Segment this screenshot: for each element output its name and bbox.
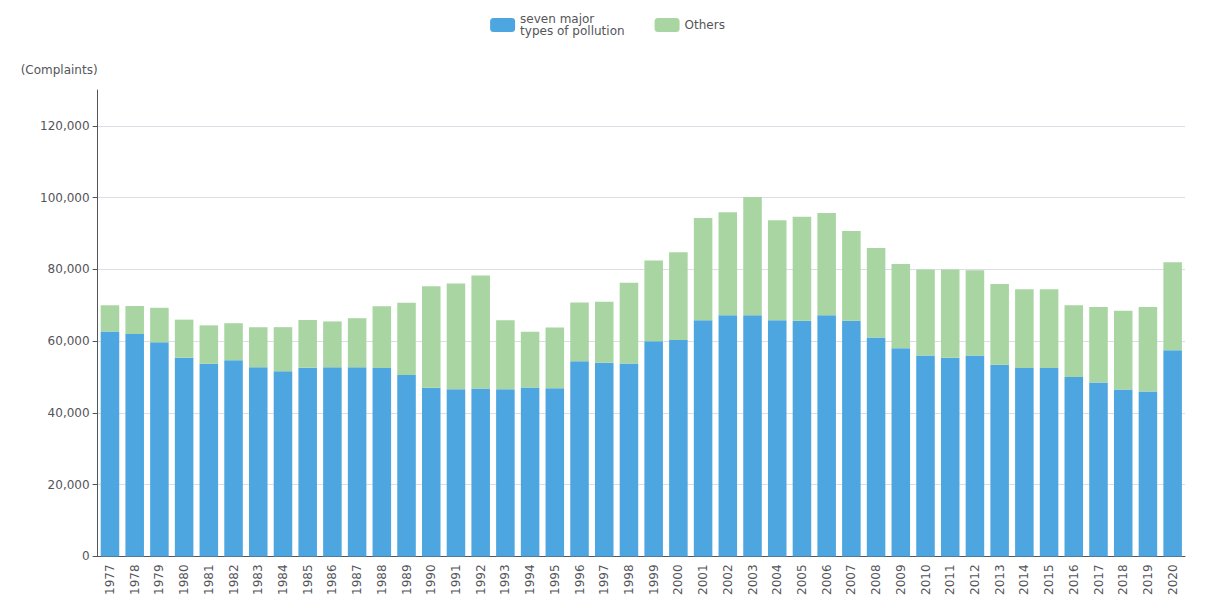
svg-text:seven major: seven major	[520, 12, 595, 26]
svg-text:1994: 1994	[523, 564, 537, 595]
svg-text:1983: 1983	[251, 564, 265, 595]
svg-text:1995: 1995	[548, 564, 562, 595]
svg-text:0: 0	[82, 549, 90, 563]
svg-text:2005: 2005	[795, 564, 809, 595]
svg-text:2013: 2013	[993, 564, 1007, 595]
svg-text:1991: 1991	[449, 564, 463, 595]
svg-text:2007: 2007	[844, 564, 858, 595]
svg-text:1997: 1997	[597, 564, 611, 595]
svg-text:1999: 1999	[647, 564, 661, 595]
svg-text:2009: 2009	[894, 564, 908, 595]
svg-text:1980: 1980	[177, 564, 191, 595]
svg-text:1982: 1982	[227, 564, 241, 595]
svg-text:types of pollution: types of pollution	[520, 24, 624, 38]
svg-text:2017: 2017	[1092, 564, 1106, 595]
svg-text:100,000: 100,000	[40, 191, 90, 205]
svg-text:2008: 2008	[869, 564, 883, 595]
svg-text:2020: 2020	[1166, 564, 1180, 595]
svg-text:1979: 1979	[152, 564, 166, 595]
svg-text:2016: 2016	[1067, 564, 1081, 595]
svg-text:2001: 2001	[696, 564, 710, 595]
svg-text:1990: 1990	[424, 564, 438, 595]
svg-text:2014: 2014	[1017, 564, 1031, 595]
svg-text:(Complaints): (Complaints)	[21, 63, 98, 77]
svg-text:1986: 1986	[325, 564, 339, 595]
svg-text:1987: 1987	[350, 564, 364, 595]
svg-text:2004: 2004	[770, 564, 784, 595]
svg-text:60,000: 60,000	[48, 334, 90, 348]
svg-text:1978: 1978	[128, 564, 142, 595]
svg-text:120,000: 120,000	[40, 119, 90, 133]
svg-text:1993: 1993	[498, 564, 512, 595]
svg-text:2018: 2018	[1116, 564, 1130, 595]
svg-text:2011: 2011	[943, 564, 957, 595]
svg-text:1984: 1984	[276, 564, 290, 595]
svg-text:40,000: 40,000	[48, 406, 90, 420]
svg-text:2012: 2012	[968, 564, 982, 595]
svg-text:1989: 1989	[400, 564, 414, 595]
svg-text:2003: 2003	[746, 564, 760, 595]
svg-text:1996: 1996	[573, 564, 587, 595]
svg-text:2015: 2015	[1042, 564, 1056, 595]
svg-text:2000: 2000	[671, 564, 685, 595]
svg-text:2019: 2019	[1141, 564, 1155, 595]
svg-text:1977: 1977	[103, 564, 117, 595]
svg-text:1988: 1988	[375, 564, 389, 595]
svg-text:2010: 2010	[919, 564, 933, 595]
svg-text:Others: Others	[685, 18, 725, 32]
svg-text:1998: 1998	[622, 564, 636, 595]
svg-text:20,000: 20,000	[48, 478, 90, 492]
svg-text:2006: 2006	[820, 564, 834, 595]
svg-text:1985: 1985	[301, 564, 315, 595]
svg-text:80,000: 80,000	[48, 262, 90, 276]
svg-text:1981: 1981	[202, 564, 216, 595]
svg-text:2002: 2002	[721, 564, 735, 595]
svg-text:1992: 1992	[474, 564, 488, 595]
